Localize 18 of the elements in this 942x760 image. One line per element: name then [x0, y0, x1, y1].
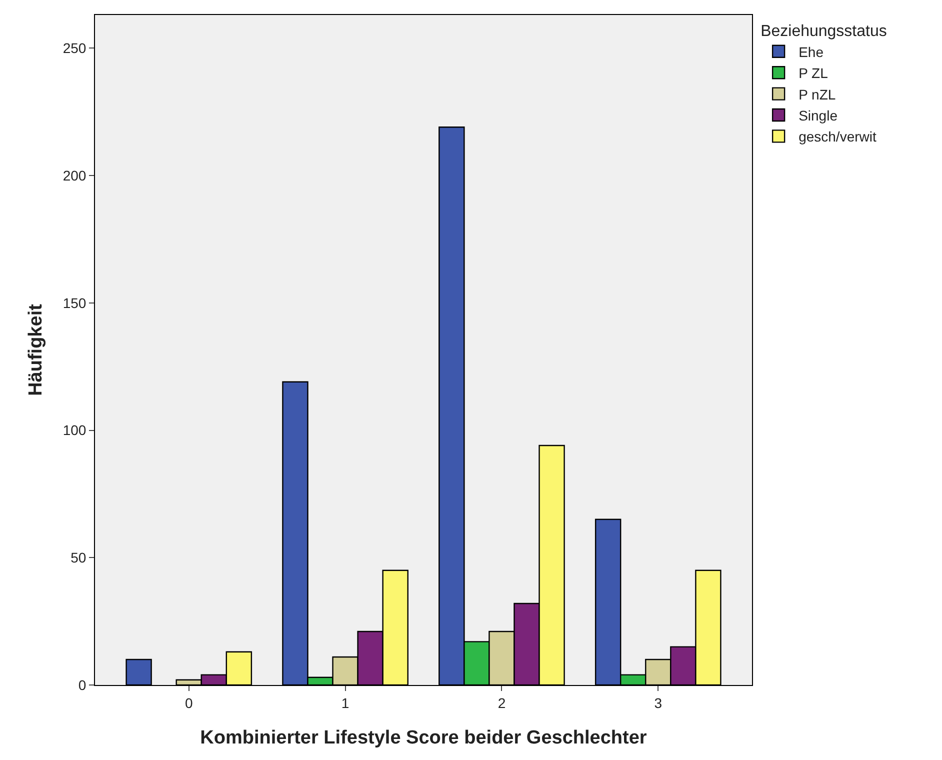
x-tick-label: 0 — [184, 694, 193, 711]
y-tick-label: 250 — [62, 40, 86, 56]
legend-title: Beziehungsstatus — [760, 22, 887, 40]
x-tick-label: 3 — [654, 694, 662, 711]
legend-label: gesch/verwit — [798, 128, 876, 145]
x-axis-title: Kombinierter Lifestyle Score beider Geschlechter — [200, 728, 648, 749]
y-tick-label: 50 — [70, 550, 86, 566]
x-tick-label: 1 — [341, 694, 350, 711]
y-tick-label: 0 — [78, 676, 86, 693]
legend-label: P ZL — [798, 65, 828, 82]
y-axis-title: Häufigkeit — [26, 303, 47, 396]
legend-label: P nZL — [798, 86, 836, 102]
y-tick-label: 200 — [62, 167, 86, 184]
y-tick-label: 100 — [62, 422, 86, 438]
y-tick-label: 150 — [62, 294, 86, 311]
x-tick-label: 2 — [498, 694, 506, 711]
legend-label: Single — [798, 107, 838, 124]
legend-label: Ehe — [798, 44, 824, 60]
